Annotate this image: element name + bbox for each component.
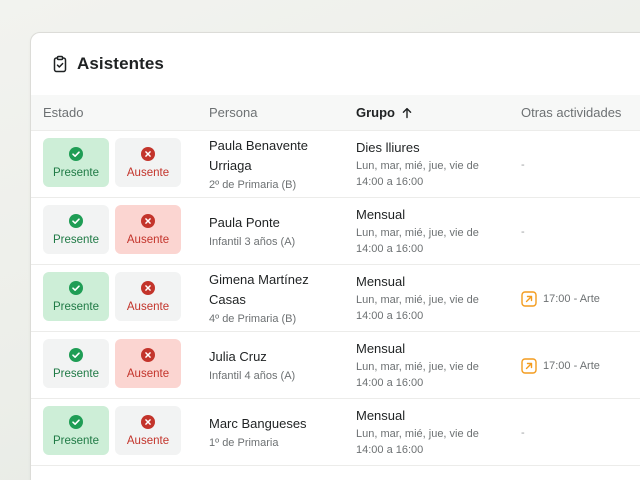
table-row: Presente Ausente Julia Cruz Infantil 4 a…	[31, 332, 640, 399]
group-name: Mensual	[356, 207, 406, 222]
person-name: Gimena Martínez Casas	[209, 272, 309, 307]
absent-label: Ausente	[126, 233, 170, 246]
check-circle-icon	[69, 213, 83, 228]
no-activity: -	[521, 225, 525, 238]
x-circle-icon	[141, 146, 155, 161]
other-activities-cell: -	[521, 131, 525, 198]
check-circle-icon	[69, 280, 83, 295]
absent-button[interactable]: Ausente	[115, 339, 181, 388]
other-activities-cell: -	[521, 399, 525, 466]
group-name: Dies lliures	[356, 140, 420, 155]
table-row: Presente Ausente Paula Benavente Urriaga…	[31, 131, 640, 198]
column-header-grupo-label: Grupo	[356, 105, 395, 120]
other-activities-cell[interactable]: 17:00 - Arte	[521, 332, 600, 399]
column-header-otras-actividades: Otras actividades	[521, 105, 622, 120]
group-cell: Mensual Lun, mar, mié, jue, vie de 14:00…	[356, 332, 486, 399]
absent-button[interactable]: Ausente	[115, 272, 181, 321]
present-button[interactable]: Presente	[43, 272, 109, 321]
person-name: Marc Bangueses	[209, 416, 307, 431]
group-schedule: Lun, mar, mié, jue, vie de 14:00 a 16:00	[356, 428, 479, 456]
group-name: Mensual	[356, 341, 406, 356]
group-name: Mensual	[356, 274, 406, 289]
other-activities-cell[interactable]: 17:00 - Arte	[521, 265, 600, 332]
group-schedule: Lun, mar, mié, jue, vie de 14:00 a 16:00	[356, 361, 479, 389]
arrow-up-right-icon	[521, 357, 537, 374]
column-header-estado: Estado	[43, 105, 84, 120]
absent-button[interactable]: Ausente	[115, 138, 181, 187]
x-circle-icon	[141, 213, 155, 228]
absent-label: Ausente	[126, 166, 170, 179]
person-class: Infantil 4 años (A)	[209, 370, 296, 382]
present-label: Presente	[52, 300, 100, 313]
card-header: Asistentes	[31, 33, 640, 95]
group-cell: Mensual Lun, mar, mié, jue, vie de 14:00…	[356, 265, 486, 332]
person-name: Paula Benavente Urriaga	[209, 138, 309, 173]
present-label: Presente	[52, 166, 100, 179]
group-cell: Dies lliures Lun, mar, mié, jue, vie de …	[356, 131, 486, 198]
x-circle-icon	[141, 414, 155, 429]
arrow-up-icon	[402, 107, 412, 118]
person-cell: Julia Cruz Infantil 4 años (A)	[209, 332, 329, 399]
group-cell: Mensual Lun, mar, mié, jue, vie de 14:00…	[356, 198, 486, 265]
person-class: 1º de Primaria	[209, 437, 279, 449]
card-title: Asistentes	[77, 54, 164, 73]
present-label: Presente	[52, 434, 100, 447]
group-schedule: Lun, mar, mié, jue, vie de 14:00 a 16:00	[356, 160, 479, 188]
person-cell: Paula Benavente Urriaga 2º de Primaria (…	[209, 131, 329, 198]
table-row: Presente Ausente Gimena Martínez Casas 4…	[31, 265, 640, 332]
absent-label: Ausente	[126, 434, 170, 447]
present-label: Presente	[52, 367, 100, 380]
person-name: Paula Ponte	[209, 215, 280, 230]
no-activity: -	[521, 158, 525, 171]
check-circle-icon	[69, 347, 83, 362]
absent-button[interactable]: Ausente	[115, 406, 181, 455]
person-cell: Marc Bangueses 1º de Primaria	[209, 399, 329, 466]
absent-label: Ausente	[126, 300, 170, 313]
table-row: Presente Ausente Paula Ponte Infantil 3 …	[31, 198, 640, 265]
other-activities-cell: -	[521, 198, 525, 265]
x-circle-icon	[141, 280, 155, 295]
person-name: Julia Cruz	[209, 349, 267, 364]
group-cell: Mensual Lun, mar, mié, jue, vie de 14:00…	[356, 399, 486, 466]
attendees-card: Asistentes Estado Persona Grupo Otras ac…	[30, 32, 640, 480]
no-activity: -	[521, 426, 525, 439]
absent-label: Ausente	[126, 367, 170, 380]
group-name: Mensual	[356, 408, 406, 423]
group-schedule: Lun, mar, mié, jue, vie de 14:00 a 16:00	[356, 294, 479, 322]
present-button[interactable]: Presente	[43, 406, 109, 455]
table-header: Estado Persona Grupo Otras actividades	[31, 95, 640, 131]
present-label: Presente	[52, 233, 100, 246]
person-cell: Gimena Martínez Casas 4º de Primaria (B)	[209, 265, 329, 332]
person-cell: Paula Ponte Infantil 3 años (A)	[209, 198, 329, 265]
check-circle-icon	[69, 146, 83, 161]
clipboard-check-icon	[51, 55, 69, 73]
check-circle-icon	[69, 414, 83, 429]
present-button[interactable]: Presente	[43, 339, 109, 388]
column-header-grupo[interactable]: Grupo	[356, 105, 413, 120]
present-button[interactable]: Presente	[43, 205, 109, 254]
table-row: Presente Ausente Marc Bangueses 1º de Pr…	[31, 399, 640, 466]
x-circle-icon	[141, 347, 155, 362]
person-class: Infantil 3 años (A)	[209, 236, 296, 248]
group-schedule: Lun, mar, mié, jue, vie de 14:00 a 16:00	[356, 227, 479, 255]
present-button[interactable]: Presente	[43, 138, 109, 187]
absent-button[interactable]: Ausente	[115, 205, 181, 254]
activity-label: 17:00 - Arte	[543, 359, 600, 372]
arrow-up-right-icon	[521, 290, 537, 307]
column-header-persona[interactable]: Persona	[209, 105, 258, 120]
person-class: 4º de Primaria (B)	[209, 313, 297, 325]
activity-label: 17:00 - Arte	[543, 292, 600, 305]
person-class: 2º de Primaria (B)	[209, 179, 297, 191]
